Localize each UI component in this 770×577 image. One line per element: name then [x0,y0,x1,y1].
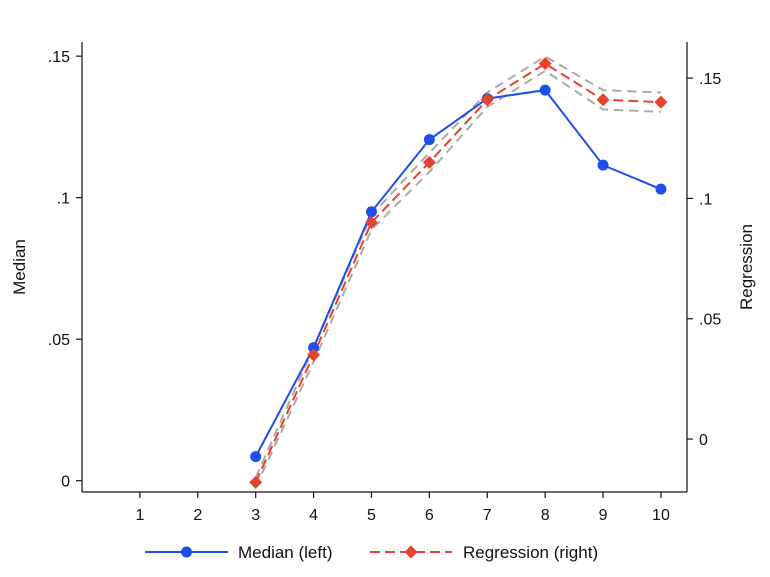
median-series [250,84,667,463]
median-point [423,134,435,146]
left-axis-tick-label: .1 [57,191,70,208]
x-axis-tick-label: 10 [652,507,670,524]
legend-item: Median (left) [145,543,332,562]
regression-point [422,155,436,169]
regression-point [538,57,552,71]
right-axis-tick-label: .05 [699,312,721,329]
median-point [365,206,377,218]
left-axis-tick-label: 0 [61,474,70,491]
regression-point [364,215,378,229]
left-axis-tick-label: .15 [48,49,70,66]
series-layer [249,57,668,489]
x-axis-tick-label: 7 [483,507,492,524]
left-axis-title: Median [10,239,29,295]
median-point [250,451,262,463]
regression-point [654,95,668,109]
ci-lower-line [254,69,661,488]
x-axis-tick-label: 9 [599,507,608,524]
x-axis-tick-label: 6 [425,507,434,524]
right-axis-tick-label: .1 [699,191,712,208]
median-point [308,342,320,354]
axes-layer: 0 .05 .1 .15 0 .05 .1 .15 1 2 3 4 5 6 7 8 9 10 Median Regre… [10,42,756,524]
right-axis-tick-label: 0 [699,432,708,449]
regression-point [596,93,610,107]
legend-swatch-marker [181,546,192,558]
x-axis-tick-label: 5 [367,507,376,524]
regression-series [249,57,668,489]
right-axis-title: Regression [737,224,756,310]
legend-label: Median (left) [238,543,332,562]
median-point [597,159,609,171]
median-point [539,84,551,96]
legend: Median (left) Regression (right) [145,543,598,562]
legend-swatch-marker [404,545,418,559]
regression-point [249,475,263,489]
regression-line [254,62,661,483]
legend-label: Regression (right) [463,543,598,562]
x-axis-tick-label: 2 [193,507,202,524]
right-axis-tick-label: .15 [699,71,721,88]
x-axis-tick-label: 1 [135,507,144,524]
median-line [254,89,662,458]
regression-point [480,93,494,107]
legend-item: Regression (right) [370,543,598,562]
x-axis-tick-label: 4 [309,507,318,524]
median-point [655,183,667,195]
regression-point [307,348,321,362]
left-axis-tick-label: .05 [48,332,70,349]
x-axis-tick-label: 3 [251,507,260,524]
x-axis-tick-label: 8 [541,507,550,524]
